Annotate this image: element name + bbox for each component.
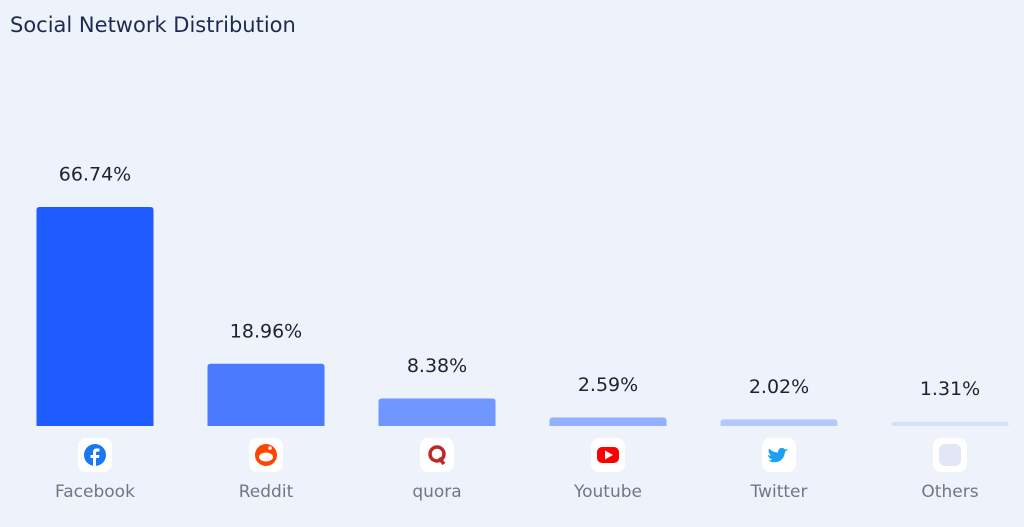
- icon-shape: [939, 444, 961, 466]
- value-label: 2.59%: [578, 374, 638, 396]
- x-tick-label: Youtube: [573, 482, 642, 502]
- bar: [207, 363, 325, 426]
- value-label: 8.38%: [407, 355, 467, 377]
- bar: [36, 207, 154, 426]
- icon-shape: [437, 456, 446, 466]
- icon-shape: [605, 450, 613, 460]
- x-tick-label: Facebook: [55, 482, 135, 502]
- value-label: 1.31%: [920, 378, 980, 400]
- value-label: 2.02%: [749, 376, 809, 398]
- icon-badge: [420, 438, 454, 472]
- icon-shape: [90, 448, 100, 466]
- x-tick-label: Reddit: [239, 482, 294, 502]
- bar: [549, 417, 667, 426]
- x-tick-label: Twitter: [750, 482, 808, 502]
- bar: [378, 398, 496, 426]
- icon-shape: [768, 447, 788, 463]
- value-label: 18.96%: [230, 320, 302, 342]
- icon-shape: [259, 452, 273, 462]
- bar: [720, 419, 838, 426]
- x-tick-label: quora: [412, 482, 461, 502]
- icon-shape: [428, 445, 446, 463]
- icon-shape: [268, 446, 272, 450]
- x-tick-label: Others: [921, 482, 978, 502]
- chart-title: Social Network Distribution: [10, 13, 296, 37]
- value-label: 66.74%: [59, 164, 131, 186]
- bar: [891, 421, 1009, 426]
